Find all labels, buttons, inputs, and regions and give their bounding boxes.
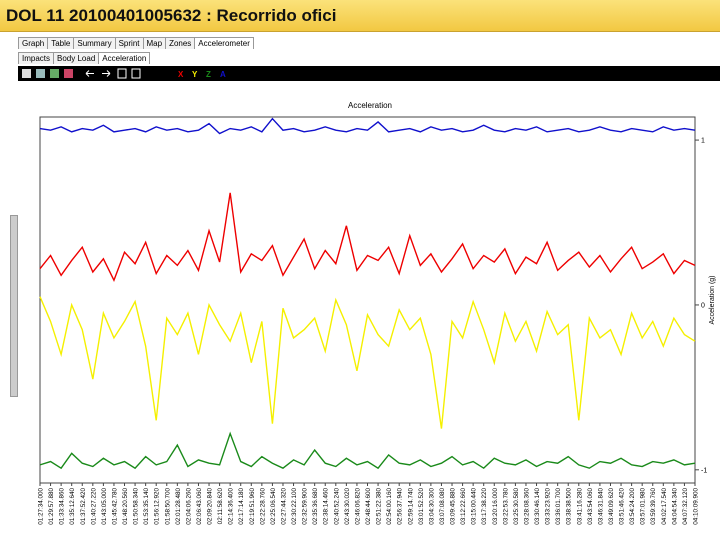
x-tick-label: 03:54:24.200 [629, 488, 636, 525]
subtab-bar: Impacts Body Load Acceleration [18, 52, 151, 64]
window-title: DOL 11 20100401005632 : Recorrido ofici [0, 0, 720, 32]
series-line [39, 192, 696, 282]
y-axis-label: Acceleration (g) [709, 275, 716, 324]
x-tick-label: 02:01:28.480 [175, 488, 182, 525]
plot-frame [39, 116, 696, 484]
x-tick-label: 03:28:08.360 [523, 488, 530, 525]
x-tick-label: 03:59:39.760 [650, 488, 657, 525]
legend-entry: A [220, 70, 226, 79]
x-tick-label: 02:22:28.760 [259, 488, 266, 525]
x-tick-label: 03:20:16.000 [492, 488, 499, 525]
tab-bar: Graph Table Summary Sprint Map Zones Accelerom… [18, 37, 254, 49]
x-tick-label: 03:30:46.140 [534, 488, 541, 525]
x-tick-label: 03:12:22.660 [460, 488, 467, 525]
series-line [39, 431, 696, 470]
y-tick-label: 0 [701, 302, 705, 309]
x-tick-label: 01:53:35.140 [143, 488, 150, 525]
icon-left[interactable] [85, 70, 94, 77]
x-tick-label: 02:19:51.960 [249, 488, 256, 525]
x-tick-label: 02:51:22.380 [376, 488, 383, 525]
tab[interactable]: Accelerometer [194, 37, 254, 49]
icon[interactable] [64, 69, 73, 78]
icon[interactable] [131, 68, 141, 79]
x-tick-label: 02:09:20.840 [207, 488, 214, 525]
y-tick-label: -1 [701, 467, 707, 474]
legend-entry: X [178, 70, 184, 79]
x-tick-label: 03:57:01.980 [640, 488, 647, 525]
legend-entry: Z [206, 70, 211, 79]
legend-entry: Y [192, 70, 198, 79]
x-tick-label: 02:35:36.680 [312, 488, 319, 525]
x-tick-label: 02:56:37.940 [397, 488, 404, 525]
x-tick-label: 01:48:20.560 [122, 488, 129, 525]
x-tick-label: 01:43:05.000 [101, 488, 108, 525]
x-tick-label: 02:04:06.260 [185, 488, 192, 525]
x-tick-label: 02:14:36.400 [228, 488, 235, 525]
x-tick-label: 03:01:52.520 [418, 488, 425, 525]
x-tick-label: 01:37:52.420 [80, 488, 87, 525]
x-tick-label: 03:38:38.500 [566, 488, 573, 525]
x-tick-label: 03:41:16.280 [576, 488, 583, 525]
x-tick-label: 04:10:09.900 [693, 488, 700, 525]
x-tick-label: 02:38:14.460 [323, 488, 330, 525]
x-tick-label: 01:56:12.920 [154, 488, 161, 525]
tab[interactable]: Acceleration [98, 52, 151, 64]
x-tick-label: 03:22:53.780 [502, 488, 509, 525]
x-tick-label: 03:43:54.060 [587, 488, 594, 525]
x-tick-label: 01:29:57.880 [48, 488, 55, 525]
x-tick-label: 01:58:50.700 [164, 488, 171, 525]
x-tick-label: 01:35:12.640 [69, 488, 76, 525]
icon[interactable] [22, 69, 31, 78]
x-tick-label: 03:33:23.920 [545, 488, 552, 525]
x-tick-label: 01:45:42.780 [111, 488, 118, 525]
x-tick-label: 01:27:34.000 [38, 488, 45, 525]
x-tick-label: 02:27:44.320 [280, 488, 287, 525]
collapse-handle[interactable] [10, 215, 18, 397]
x-tick-label: 03:49:09.620 [608, 488, 615, 525]
icon-right[interactable] [102, 70, 111, 77]
x-tick-label: 02:54:00.160 [386, 488, 393, 525]
x-tick-label: 02:30:22.100 [291, 488, 298, 525]
x-tick-label: 02:48:44.600 [365, 488, 372, 525]
x-tick-label: 03:51:46.420 [619, 488, 626, 525]
x-tick-label: 02:17:14.180 [238, 488, 245, 525]
x-tick-label: 02:06:43.060 [196, 488, 203, 525]
series-line [39, 117, 696, 135]
x-tick-label: 03:17:38.220 [481, 488, 488, 525]
x-tick-label: 02:59:14.740 [407, 488, 414, 525]
x-tick-label: 01:33:34.860 [59, 488, 66, 525]
x-tick-label: 02:11:58.620 [217, 488, 224, 525]
x-tick-label: 02:46:06.820 [354, 488, 361, 525]
x-tick-label: 03:25:30.580 [513, 488, 520, 525]
x-tick-label: 03:36:01.700 [555, 488, 562, 525]
x-tick-label: 03:09:45.880 [450, 488, 457, 525]
icon[interactable] [117, 68, 127, 79]
x-tick-label: 03:15:00.440 [471, 488, 478, 525]
series-line [39, 296, 696, 429]
icon[interactable] [36, 69, 45, 78]
x-tick-label: 02:43:30.020 [344, 488, 351, 525]
x-tick-label: 02:32:59.900 [302, 488, 309, 525]
icon[interactable] [50, 69, 59, 78]
y-tick-label: 1 [701, 138, 705, 145]
x-tick-label: 02:40:52.240 [333, 488, 340, 525]
x-tick-label: 03:07:08.080 [439, 488, 446, 525]
x-tick-label: 04:04:54.340 [671, 488, 678, 525]
x-tick-label: 03:04:30.300 [428, 488, 435, 525]
x-tick-label: 03:46:31.840 [597, 488, 604, 525]
chart-title: Acceleration [348, 101, 392, 110]
x-tick-label: 04:02:17.540 [661, 488, 668, 525]
x-tick-label: 04:07:32.120 [682, 488, 689, 525]
x-tick-label: 02:25:06.540 [270, 488, 277, 525]
x-tick-label: 01:40:27.220 [90, 488, 97, 525]
x-tick-label: 01:50:58.340 [133, 488, 140, 525]
